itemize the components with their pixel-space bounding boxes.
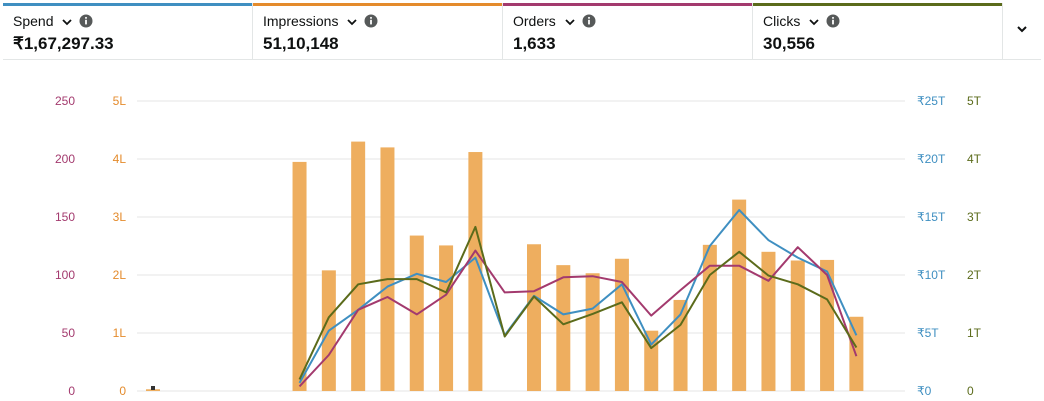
info-icon[interactable]: [582, 14, 596, 28]
chevron-down-icon: [1016, 22, 1028, 40]
clicks-axis-tick: 4T: [967, 152, 982, 166]
metric-card-impressions[interactable]: Impressions 51,10,148: [253, 3, 503, 59]
spend-axis-tick: ₹10T: [917, 268, 946, 282]
impressions-bar: [556, 265, 571, 391]
metric-label: Orders: [513, 13, 556, 29]
spend-line: [298, 209, 858, 384]
metric-value: 1,633: [513, 34, 556, 53]
metric-card-spend[interactable]: Spend ₹1,67,297.33: [3, 3, 253, 59]
impressions-axis-tick: 0: [119, 384, 126, 398]
impressions-bar: [527, 244, 541, 391]
impressions-bar: [732, 199, 747, 391]
impressions-bar: [380, 147, 395, 391]
metric-value: 51,10,148: [263, 34, 339, 53]
clicks-axis-tick: 1T: [967, 326, 982, 340]
metric-card-clicks[interactable]: Clicks 30,556: [753, 3, 1003, 59]
spend-axis-tick: ₹15T: [917, 210, 946, 224]
impressions-bar: [790, 260, 805, 391]
spend-axis-tick: ₹0: [917, 384, 932, 398]
metric-value: ₹1,67,297.33: [13, 34, 114, 53]
clicks-line: [298, 225, 858, 380]
info-icon[interactable]: [79, 14, 93, 28]
metric-value: 30,556: [763, 34, 815, 53]
metric-color-bar: [753, 3, 1002, 6]
info-icon[interactable]: [364, 14, 378, 28]
impressions-bar: [614, 258, 629, 391]
orders-axis-tick: 0: [68, 384, 75, 398]
impressions-bar: [673, 299, 688, 391]
impressions-bar: [468, 152, 483, 391]
chevron-down-icon[interactable]: [346, 15, 358, 27]
chevron-down-icon[interactable]: [808, 15, 820, 27]
info-icon[interactable]: [826, 14, 840, 28]
metric-color-bar: [3, 3, 252, 6]
impressions-axis-tick: 5L: [113, 94, 127, 108]
orders-axis-tick: 250: [55, 94, 75, 108]
metric-header: Clicks: [763, 13, 840, 29]
metric-label: Clicks: [763, 13, 801, 29]
impressions-bar: [292, 161, 307, 391]
metric-header: Impressions: [263, 13, 378, 29]
clicks-axis-tick: 2T: [967, 268, 982, 282]
clicks-axis-tick: 0: [967, 384, 974, 398]
orders-axis-tick: 150: [55, 210, 75, 224]
impressions-axis-tick: 2L: [113, 268, 127, 282]
metric-color-bar: [503, 3, 752, 6]
clicks-axis-tick: 3T: [967, 210, 982, 224]
impressions-bar: [439, 245, 454, 391]
metric-color-bar: [253, 3, 502, 6]
impressions-axis-tick: 4L: [113, 152, 127, 166]
metric-cards: Spend ₹1,67,297.33 Impressions 51,10,148 Ord…: [3, 3, 1041, 60]
impressions-bar: [146, 389, 160, 391]
orders-line: [298, 246, 858, 388]
orders-axis-tick: 50: [62, 326, 76, 340]
chevron-down-icon[interactable]: [564, 15, 576, 27]
metric-card-orders[interactable]: Orders 1,633: [503, 3, 753, 59]
orders-axis-tick: 200: [55, 152, 75, 166]
impressions-axis-tick: 3L: [113, 210, 127, 224]
impressions-bar: [585, 273, 600, 391]
expand-metrics-button[interactable]: [1003, 3, 1041, 59]
spend-axis-tick: ₹20T: [917, 152, 946, 166]
metric-header: Orders: [513, 13, 596, 29]
metric-header: Spend: [13, 13, 93, 29]
spend-axis-tick: ₹25T: [917, 94, 946, 108]
first-day-marker: [151, 386, 155, 390]
impressions-bar: [820, 259, 835, 391]
chevron-down-icon[interactable]: [61, 15, 73, 27]
impressions-bar: [351, 141, 366, 391]
impressions-bar: [761, 251, 776, 391]
metric-label: Spend: [13, 13, 54, 29]
clicks-axis-tick: 5T: [967, 94, 982, 108]
metric-label: Impressions: [263, 13, 339, 29]
orders-axis-tick: 100: [55, 268, 75, 282]
impressions-axis-tick: 1L: [113, 326, 127, 340]
spend-axis-tick: ₹5T: [917, 326, 939, 340]
